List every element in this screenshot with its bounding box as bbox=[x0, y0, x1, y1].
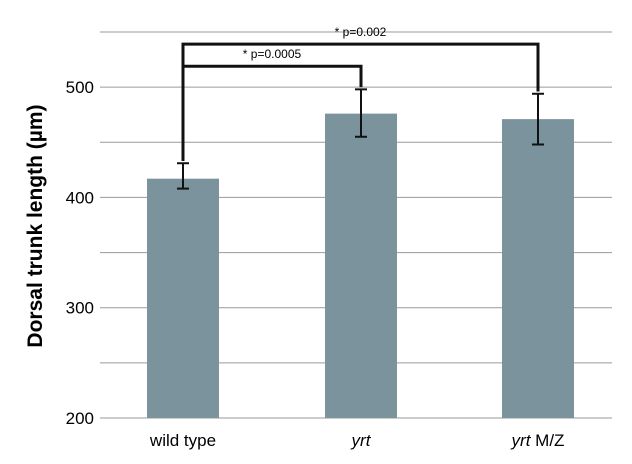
y-tick-label: 400 bbox=[66, 188, 94, 207]
error-bar bbox=[355, 88, 367, 138]
bar bbox=[502, 119, 574, 418]
y-tick-label: 500 bbox=[66, 78, 94, 97]
significance-bracket bbox=[181, 42, 540, 162]
significance-label: * p=0.0005 bbox=[243, 47, 302, 61]
y-tick-label: 200 bbox=[66, 409, 94, 428]
significance-label: * p=0.002 bbox=[335, 25, 387, 39]
error-bar bbox=[177, 162, 189, 190]
x-tick-label: yrt bbox=[351, 431, 372, 450]
x-tick-label: wild type bbox=[149, 431, 216, 450]
bar bbox=[147, 178, 219, 418]
y-tick-label: 300 bbox=[66, 299, 94, 318]
bar bbox=[325, 113, 397, 419]
y-axis-label: Dorsal trunk length (µm) bbox=[24, 104, 47, 347]
error-bar bbox=[532, 92, 544, 146]
x-tick-label: yrt M/Z bbox=[511, 431, 565, 450]
